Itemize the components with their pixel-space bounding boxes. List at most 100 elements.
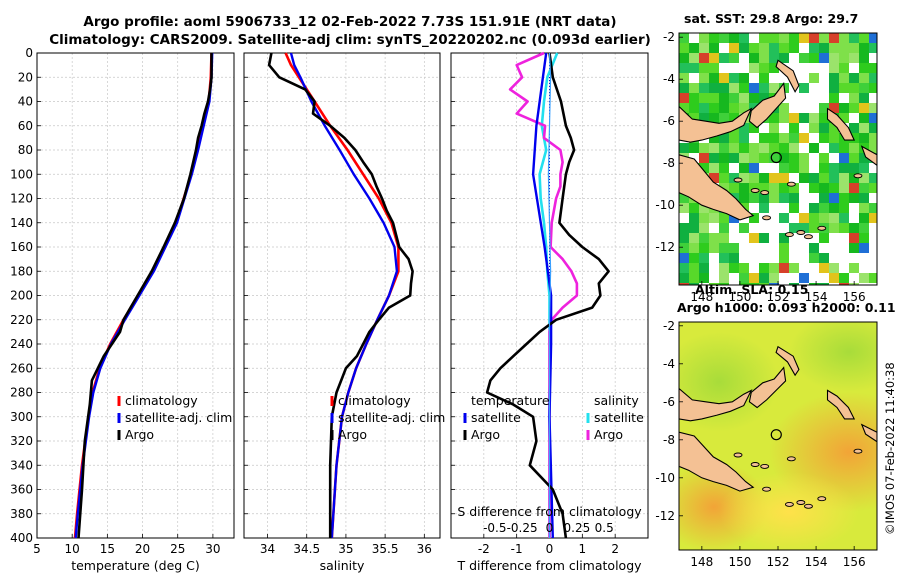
sst-pixel xyxy=(749,233,759,243)
sdiff-legend-label-0: salinity xyxy=(594,393,639,408)
sst-pixel xyxy=(859,153,869,163)
sst-pixel xyxy=(839,153,849,163)
sst-pixel xyxy=(809,253,819,263)
sst-pixel xyxy=(839,53,849,63)
sst-pixel xyxy=(729,43,739,53)
sst-pixel xyxy=(699,63,709,73)
sst-pixel xyxy=(839,103,849,113)
sst-pixel xyxy=(829,173,839,183)
sst-pixel xyxy=(829,63,839,73)
sst-pixel xyxy=(719,83,729,93)
x-tick-label: 1 xyxy=(579,542,587,556)
sst-pixel xyxy=(789,113,799,123)
sst-pixel xyxy=(679,193,689,203)
sla-low-anomaly xyxy=(679,332,779,432)
sla-low-anomaly xyxy=(789,322,877,392)
sst-pixel xyxy=(729,133,739,143)
sst-pixel xyxy=(829,53,839,63)
sst-pixel xyxy=(729,213,739,223)
sst-pixel xyxy=(849,103,859,113)
map-y-tick-label: -2 xyxy=(663,319,675,333)
sst-pixel xyxy=(709,143,719,153)
plot-title-line-2: Climatology: CARS2009. Satellite-adj cli… xyxy=(49,32,651,48)
panel-salinity-profile: 34 34.5 35 35.5 36 salinity climatology satelli… xyxy=(243,52,445,573)
sst-pixel xyxy=(809,123,819,133)
argo-line xyxy=(267,52,414,538)
sst-pixel xyxy=(839,113,849,123)
sst-pixel xyxy=(829,223,839,233)
sst-pixel xyxy=(679,143,689,153)
sst-pixel xyxy=(699,33,709,43)
sst-pixel xyxy=(839,173,849,183)
sst-pixel xyxy=(849,83,859,93)
sst-pixel xyxy=(869,213,877,223)
sst-pixel xyxy=(839,203,849,213)
sst-pixel xyxy=(859,133,869,143)
sst-pixel xyxy=(869,103,877,113)
island xyxy=(784,232,794,238)
sst-pixel xyxy=(849,93,859,103)
sst-pixel xyxy=(809,113,819,123)
x-tick-label: -1 xyxy=(511,542,523,556)
sst-pixel xyxy=(789,263,799,273)
sst-pixel xyxy=(719,263,729,273)
panel-temperature-profile: 5 10 15 20 25 3002040608010012014016018020022… xyxy=(10,46,235,573)
sst-pixel xyxy=(749,63,759,73)
sst-pixel xyxy=(779,233,789,243)
sst-pixel xyxy=(849,33,859,43)
map-y-tick-label: -6 xyxy=(663,395,675,409)
island xyxy=(853,448,863,454)
island xyxy=(750,188,760,193)
sst-pixel xyxy=(859,193,869,203)
map-x-tick-label: 152 xyxy=(767,290,790,304)
sst-pixel xyxy=(849,173,859,183)
sst-pixel xyxy=(779,263,789,273)
sst-pixel xyxy=(739,183,749,193)
sst-pixel xyxy=(679,263,689,273)
sst-pixel xyxy=(679,273,689,283)
sst-pixel xyxy=(799,133,809,143)
sst-pixel xyxy=(749,83,759,93)
sst-pixel xyxy=(749,183,759,193)
island xyxy=(784,501,794,507)
sst-pixel xyxy=(769,43,779,53)
sst-pixel xyxy=(789,43,799,53)
s-tick-label: -0.25 xyxy=(507,521,538,535)
sst-pixel xyxy=(859,233,869,243)
island xyxy=(796,500,806,505)
sst-pixel xyxy=(719,33,729,43)
sst-pixel xyxy=(869,43,877,53)
sst-pixel xyxy=(699,253,709,263)
satellite-clim-line xyxy=(289,52,399,539)
sst-pixel xyxy=(819,153,829,163)
y-tick-label: 180 xyxy=(10,264,33,278)
sst-pixel xyxy=(709,93,719,103)
sst-pixel xyxy=(709,53,719,63)
sal-legend-label-2: Argo xyxy=(338,427,367,442)
sst-pixel xyxy=(709,73,719,83)
sst-pixel xyxy=(689,43,699,53)
y-tick-label: 40 xyxy=(18,95,33,109)
sst-pixel xyxy=(779,183,789,193)
land-polygon xyxy=(748,81,787,129)
sst-pixel xyxy=(749,123,759,133)
sst-pixel xyxy=(819,33,829,43)
land-polygon xyxy=(826,107,856,141)
sst-pixel xyxy=(859,73,869,83)
sst-pixel xyxy=(699,273,709,283)
sst-pixel xyxy=(859,33,869,43)
sst-pixel xyxy=(779,163,789,173)
map-y-tick-label: -12 xyxy=(655,509,675,523)
sst-pixel xyxy=(689,83,699,93)
land-polygon xyxy=(860,423,877,443)
sst-pixel xyxy=(689,243,699,253)
sst-pixel xyxy=(759,283,769,285)
sst-pixel xyxy=(849,263,859,273)
temp-legend-label-1: satellite-adj. clim xyxy=(125,410,232,425)
sst-pixel xyxy=(729,73,739,83)
sst-pixel xyxy=(759,233,769,243)
sla-map-title: Altim. SLA: 0.15 xyxy=(695,282,809,297)
sst-pixel xyxy=(769,113,779,123)
x-axis-label: temperature (deg C) xyxy=(71,558,200,573)
sst-pixel xyxy=(809,143,819,153)
